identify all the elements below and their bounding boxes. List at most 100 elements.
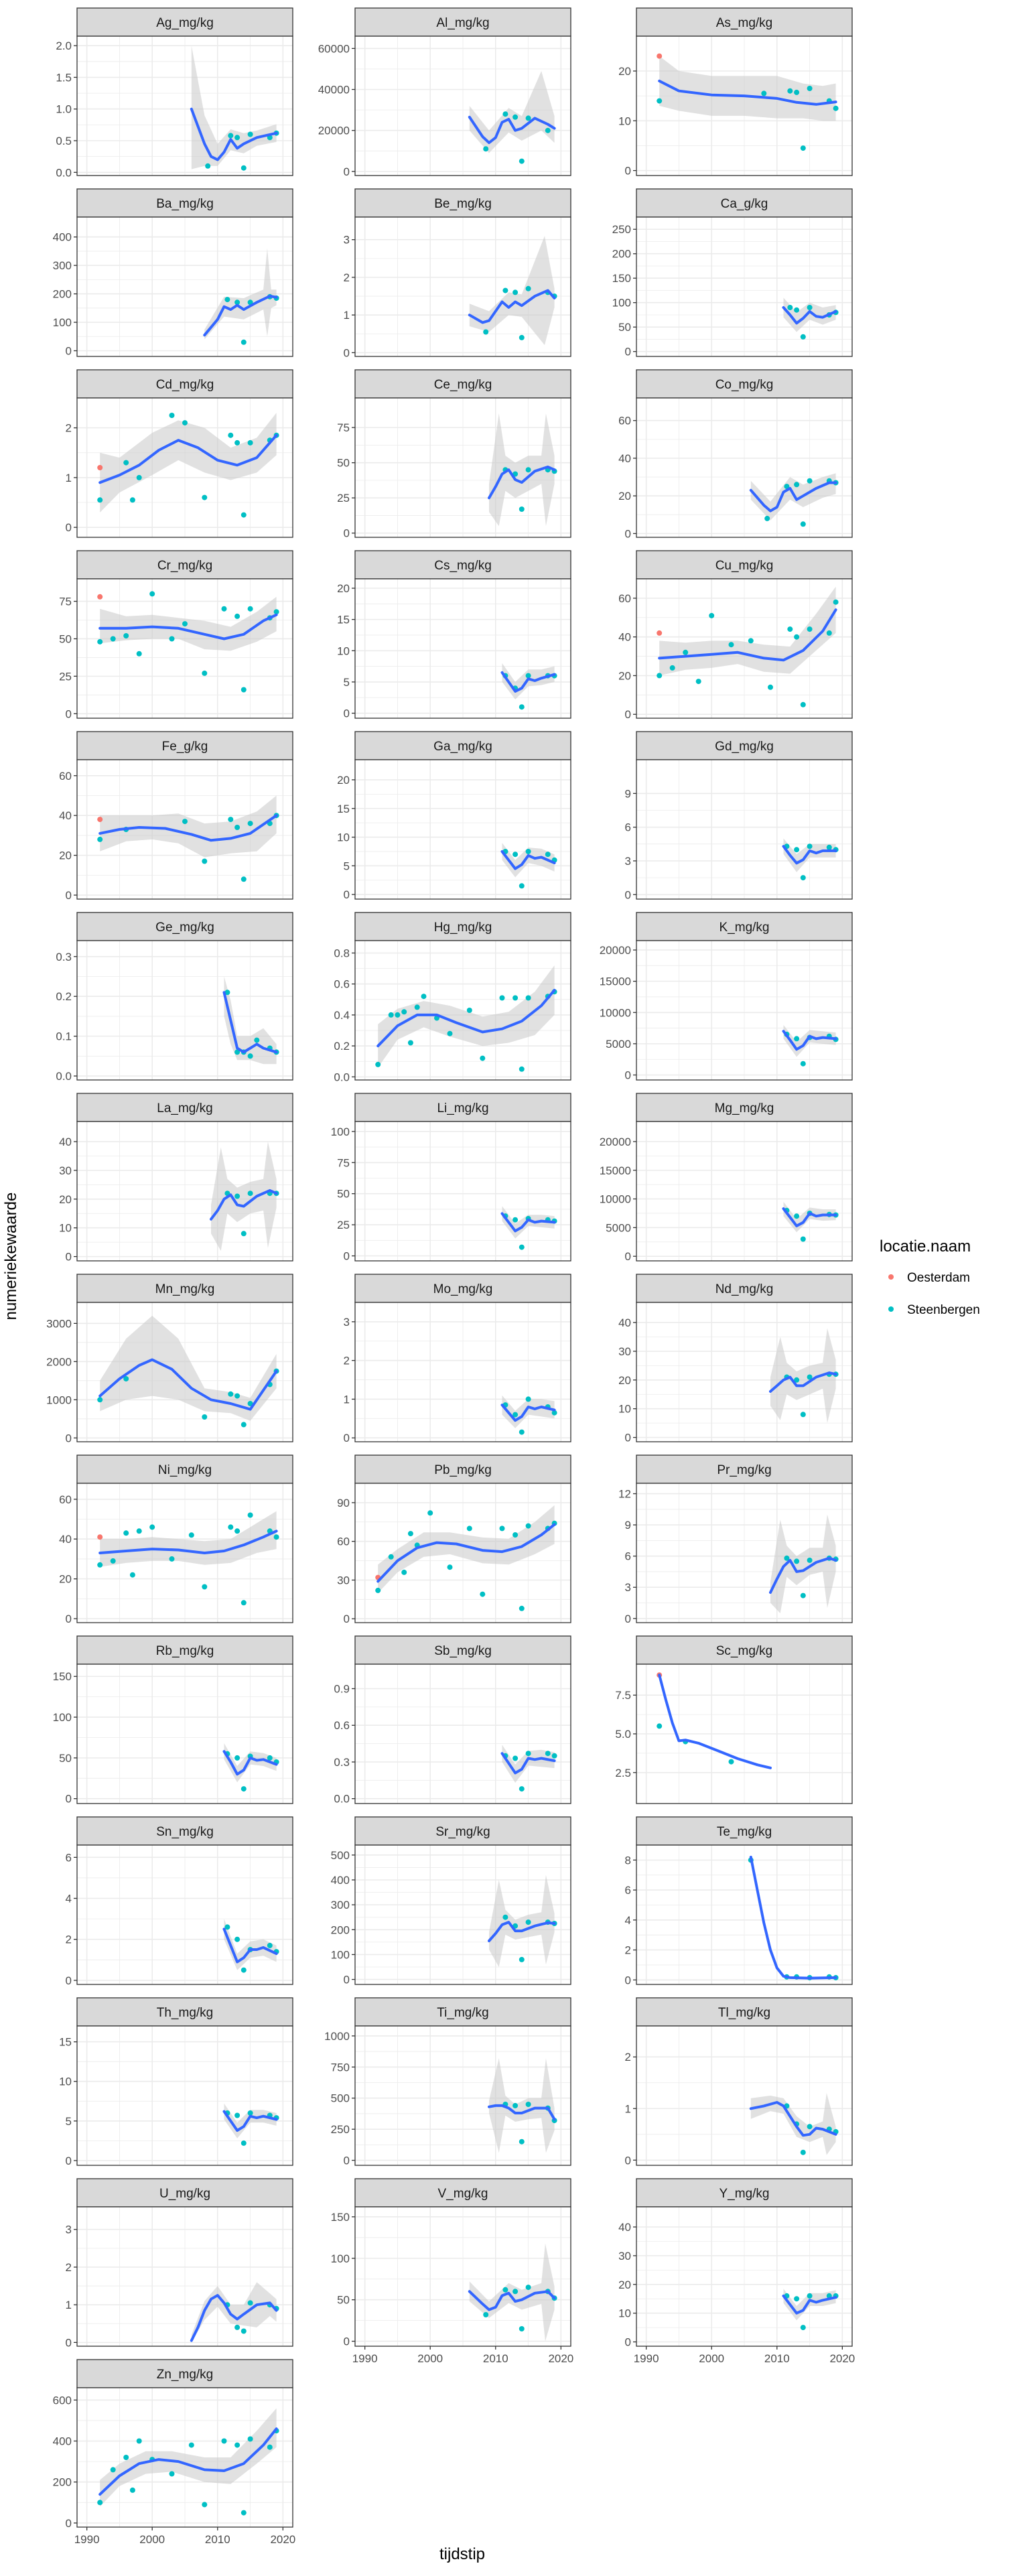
smooth-line [769,1556,837,1594]
data-point-steenbergen [247,439,253,446]
panel-title: Li_mg/kg [437,1101,488,1115]
y-tick-label: 30 [337,1574,350,1586]
y-tick-label: 20 [618,669,631,682]
data-point-steenbergen [414,1004,420,1010]
panel-grid [636,2026,852,2165]
panel-strip [354,1816,571,1846]
y-tick-label: 40 [59,1533,72,1546]
y-tick-label: 0.8 [334,947,350,959]
data-point-steenbergen [234,1528,241,1534]
y-tick-label: 300 [331,1899,350,1911]
data-point-steenbergen [483,2312,489,2317]
panel-title: Hg_mg/kg [434,921,492,935]
panel-title: Ba_mg/kg [156,197,214,211]
panel-strip [76,2359,293,2388]
panel-title: Cr_mg/kg [157,559,212,573]
panel-nd-mg-kg: Nd_mg/kg 0 10 20 30 40 [618,1274,853,1444]
y-tick-label: 0.9 [334,1682,350,1695]
panel-strip [636,188,853,218]
y-tick-label: 20 [618,490,631,502]
data-point-steenbergen [182,621,188,627]
y-tick-label: 3 [66,2224,72,2236]
data-point-steenbergen [234,2112,241,2118]
y-tick-label: 5.0 [615,1728,631,1741]
panel-sr-mg-kg: Sr_mg/kg 0 100 200 300 400 500 [331,1816,571,1986]
data-point-steenbergen [375,1061,381,1067]
y-tick-label: 0 [66,1974,72,1987]
x-tick-label: 2000 [139,2533,165,2546]
data-point-steenbergen [247,2436,253,2442]
y-tick-label: 10 [59,1222,72,1235]
panel-grid [636,941,852,1080]
data-point-steenbergen [761,90,767,96]
data-point-steenbergen [800,145,806,151]
y-tick-label: 75 [337,1156,350,1169]
data-point-steenbergen [123,2455,129,2460]
data-point-steenbergen [525,2102,531,2107]
y-tick-label: 75 [337,421,350,434]
smooth-line [782,845,837,865]
smooth-line [488,1921,556,1942]
panel-title: Sr_mg/kg [435,1825,490,1839]
y-tick-label: 20 [618,2279,631,2291]
data-point-steenbergen [800,2149,806,2155]
data-point-steenbergen [502,111,508,117]
data-point-steenbergen [123,1530,129,1536]
panel-border [636,397,853,538]
y-tick-label: 20 [618,1374,631,1387]
y-tick-label: 40 [618,631,631,644]
y-tick-label: 20 [59,850,72,862]
data-point-steenbergen [375,1587,381,1593]
y-tick-label: 0 [344,165,350,178]
panel-strip [76,1274,293,1303]
panel-gd-mg-kg: Gd_mg/kg 0 3 6 9 [625,731,853,901]
data-point-steenbergen [221,2438,227,2444]
y-tick-label: 10 [618,115,631,127]
panel-border [76,2206,293,2347]
y-tick-label: 40 [618,452,631,465]
panel-title: Nd_mg/kg [715,1282,774,1296]
y-tick-label: 0 [625,1069,631,1082]
smooth-line [190,2294,278,2342]
data-point-steenbergen [519,2139,525,2145]
y-tick-label: 20000 [600,1136,631,1148]
data-point-steenbergen [480,1591,486,1597]
y-tick-label: 400 [53,2435,72,2448]
data-point-steenbergen [97,1562,103,1568]
y-tick-label: 20000 [600,944,631,957]
data-point-steenbergen [241,2328,247,2334]
panel-border [76,1844,293,1985]
panel-strip [354,1093,571,1122]
panel-ge-mg-kg: Ge_mg/kg 0.0 0.1 0.2 0.3 [56,912,293,1083]
y-tick-label: 10000 [600,1006,631,1019]
data-point-steenbergen [228,817,234,823]
data-point-steenbergen [97,836,103,842]
panel-title: Th_mg/kg [157,2006,213,2020]
panel-title: Tl_mg/kg [718,2006,770,2020]
data-point-steenbergen [512,114,519,120]
y-tick-label: 500 [331,2092,350,2105]
data-point-steenbergen [525,1396,531,1402]
y-tick-label: 10 [618,1403,631,1416]
confidence-ribbon [469,71,555,153]
data-point-steenbergen [807,2293,813,2299]
panel-border [636,2025,853,2166]
y-tick-label: 50 [337,2294,350,2307]
data-point-steenbergen [502,287,508,293]
x-tick-label: 2020 [548,2352,573,2365]
panel-strip [354,550,571,580]
y-tick-label: 1 [344,1393,350,1406]
data-point-steenbergen [234,1393,241,1399]
smooth-line [468,115,556,145]
data-point-steenbergen [512,1532,519,1538]
x-tick-label: 2000 [417,2352,443,2365]
y-tick-label: 25 [59,670,72,683]
y-tick-label: 0 [66,345,72,358]
data-point-steenbergen [512,995,519,1001]
panel-title: Rb_mg/kg [156,1644,214,1658]
data-point-steenbergen [800,521,806,527]
data-point-steenbergen [657,98,663,104]
data-point-steenbergen [807,305,813,310]
y-tick-label: 7.5 [615,1689,631,1702]
data-point-steenbergen [247,1401,253,1406]
